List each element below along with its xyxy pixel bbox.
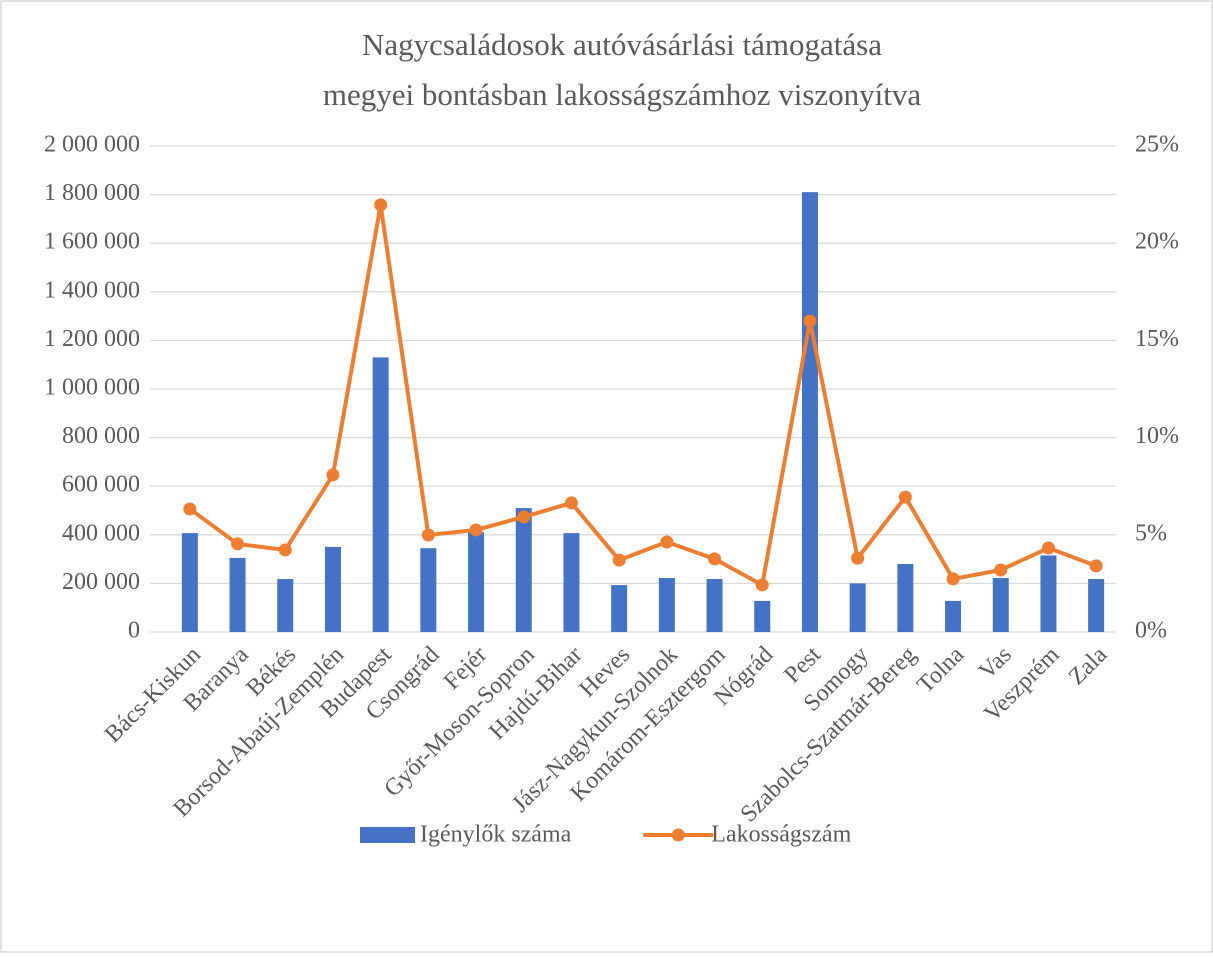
line-marker (755, 578, 769, 592)
line-marker (803, 314, 817, 328)
y-tick-label: 1 400 000 (44, 277, 140, 303)
line-marker (1041, 541, 1055, 555)
bar (849, 583, 866, 632)
y-tick-label: 1 000 000 (44, 375, 140, 401)
y-tick-label: 600 000 (62, 472, 140, 498)
line-marker (851, 551, 865, 565)
y2-tick-label: 5% (1135, 520, 1167, 546)
bar (563, 533, 580, 632)
line-marker (374, 198, 388, 212)
y-tick-label: 800 000 (62, 423, 140, 449)
line-marker (994, 563, 1008, 577)
y2-tick-label: 15% (1135, 326, 1179, 352)
line-marker (517, 510, 531, 524)
bar (420, 548, 437, 632)
line-marker (660, 535, 674, 549)
y-tick-label: 200 000 (62, 569, 140, 595)
line-marker (1089, 559, 1103, 573)
line-marker (231, 537, 245, 551)
line-marker (326, 468, 340, 482)
legend-label: Igénylők száma (420, 822, 572, 848)
y-tick-label: 1 200 000 (44, 326, 140, 352)
y-tick-label: 1 600 000 (44, 229, 140, 255)
y2-tick-label: 0% (1135, 618, 1167, 644)
bar (658, 578, 675, 632)
line-marker (421, 528, 435, 542)
bar (181, 533, 198, 632)
bar (515, 508, 532, 632)
bar (372, 357, 389, 632)
line (188, 202, 1097, 587)
bar (324, 546, 341, 632)
y-tick-label: 1 800 000 (44, 180, 140, 206)
chart-title: megyei bontásban lakosságszámhoz viszony… (323, 77, 922, 112)
bar (229, 557, 246, 632)
bar (468, 532, 485, 632)
bar (992, 578, 1009, 632)
line-marker (564, 496, 578, 510)
bar (945, 600, 962, 632)
line-marker (898, 490, 912, 504)
bar (611, 585, 628, 632)
y2-tick-label: 25% (1135, 132, 1179, 158)
legend-swatch (671, 828, 685, 842)
bar (1040, 555, 1057, 632)
y2-tick-label: 10% (1135, 423, 1179, 449)
line-marker (278, 543, 292, 557)
y-tick-label: 0 (128, 618, 140, 644)
y-tick-label: 2 000 000 (44, 132, 140, 158)
line-marker (946, 572, 960, 586)
line-marker (708, 552, 722, 566)
bar (1088, 579, 1105, 632)
line-marker (469, 523, 483, 537)
bar (754, 600, 771, 632)
bar (801, 192, 818, 633)
bar (277, 579, 294, 632)
y-tick-label: 400 000 (62, 520, 140, 546)
y2-tick-label: 20% (1135, 229, 1179, 255)
chart-title: Nagycsaládosok autóvásárlási támogatása (362, 27, 882, 62)
legend-label: Lakosságszám (711, 822, 851, 848)
line-marker (612, 553, 626, 567)
bar (897, 563, 914, 632)
line-marker (183, 502, 197, 516)
legend-swatch (360, 827, 415, 843)
bar (706, 579, 723, 632)
